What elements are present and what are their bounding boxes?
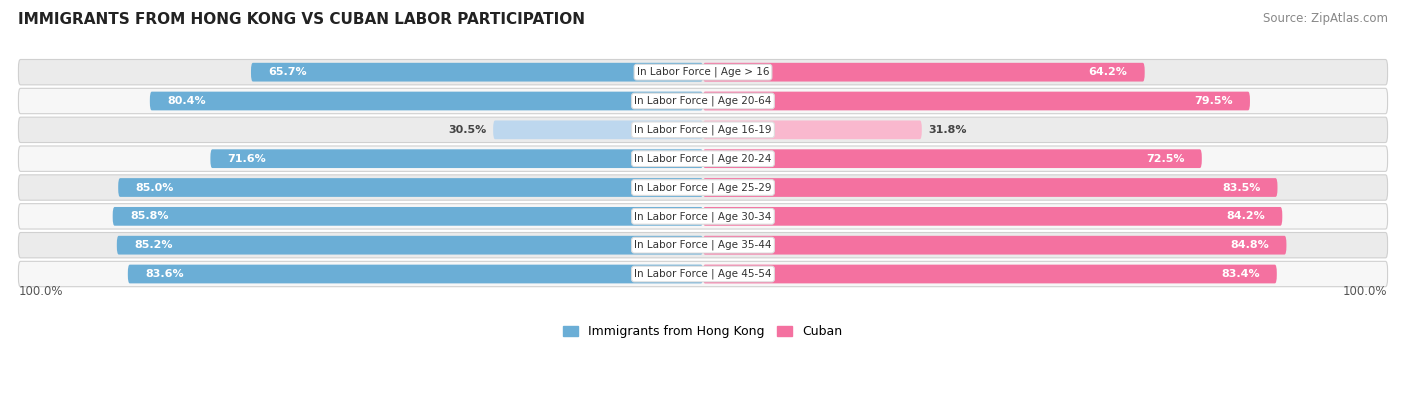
FancyBboxPatch shape <box>703 63 1144 81</box>
Text: 85.8%: 85.8% <box>129 211 169 221</box>
FancyBboxPatch shape <box>703 120 922 139</box>
FancyBboxPatch shape <box>703 207 1282 226</box>
Text: 79.5%: 79.5% <box>1194 96 1233 106</box>
FancyBboxPatch shape <box>703 149 1202 168</box>
FancyBboxPatch shape <box>18 261 1388 287</box>
Text: 83.5%: 83.5% <box>1222 182 1260 192</box>
Text: In Labor Force | Age 25-29: In Labor Force | Age 25-29 <box>634 182 772 193</box>
FancyBboxPatch shape <box>703 236 1286 254</box>
FancyBboxPatch shape <box>18 88 1388 114</box>
FancyBboxPatch shape <box>252 63 703 81</box>
Text: 100.0%: 100.0% <box>1343 286 1388 298</box>
FancyBboxPatch shape <box>211 149 703 168</box>
Text: IMMIGRANTS FROM HONG KONG VS CUBAN LABOR PARTICIPATION: IMMIGRANTS FROM HONG KONG VS CUBAN LABOR… <box>18 12 585 27</box>
Text: 65.7%: 65.7% <box>269 67 307 77</box>
Text: 85.0%: 85.0% <box>135 182 174 192</box>
Text: Source: ZipAtlas.com: Source: ZipAtlas.com <box>1263 12 1388 25</box>
Text: 83.4%: 83.4% <box>1220 269 1260 279</box>
Legend: Immigrants from Hong Kong, Cuban: Immigrants from Hong Kong, Cuban <box>558 320 848 343</box>
Text: 72.5%: 72.5% <box>1146 154 1185 164</box>
Text: In Labor Force | Age 35-44: In Labor Force | Age 35-44 <box>634 240 772 250</box>
FancyBboxPatch shape <box>112 207 703 226</box>
FancyBboxPatch shape <box>18 204 1388 229</box>
Text: 80.4%: 80.4% <box>167 96 205 106</box>
Text: 64.2%: 64.2% <box>1088 67 1128 77</box>
FancyBboxPatch shape <box>703 178 1278 197</box>
Text: 85.2%: 85.2% <box>134 240 173 250</box>
FancyBboxPatch shape <box>150 92 703 110</box>
FancyBboxPatch shape <box>128 265 703 283</box>
Text: In Labor Force | Age > 16: In Labor Force | Age > 16 <box>637 67 769 77</box>
Text: In Labor Force | Age 16-19: In Labor Force | Age 16-19 <box>634 124 772 135</box>
Text: 84.8%: 84.8% <box>1230 240 1270 250</box>
FancyBboxPatch shape <box>117 236 703 254</box>
FancyBboxPatch shape <box>18 117 1388 143</box>
Text: In Labor Force | Age 20-24: In Labor Force | Age 20-24 <box>634 153 772 164</box>
Text: 100.0%: 100.0% <box>18 286 63 298</box>
Text: 71.6%: 71.6% <box>228 154 266 164</box>
FancyBboxPatch shape <box>703 265 1277 283</box>
Text: 30.5%: 30.5% <box>449 125 486 135</box>
FancyBboxPatch shape <box>18 233 1388 258</box>
Text: In Labor Force | Age 20-64: In Labor Force | Age 20-64 <box>634 96 772 106</box>
FancyBboxPatch shape <box>18 60 1388 85</box>
Text: In Labor Force | Age 45-54: In Labor Force | Age 45-54 <box>634 269 772 279</box>
Text: 83.6%: 83.6% <box>145 269 184 279</box>
FancyBboxPatch shape <box>18 175 1388 200</box>
Text: 84.2%: 84.2% <box>1226 211 1265 221</box>
FancyBboxPatch shape <box>494 120 703 139</box>
Text: 31.8%: 31.8% <box>929 125 967 135</box>
FancyBboxPatch shape <box>18 146 1388 171</box>
Text: In Labor Force | Age 30-34: In Labor Force | Age 30-34 <box>634 211 772 222</box>
FancyBboxPatch shape <box>118 178 703 197</box>
FancyBboxPatch shape <box>703 92 1250 110</box>
